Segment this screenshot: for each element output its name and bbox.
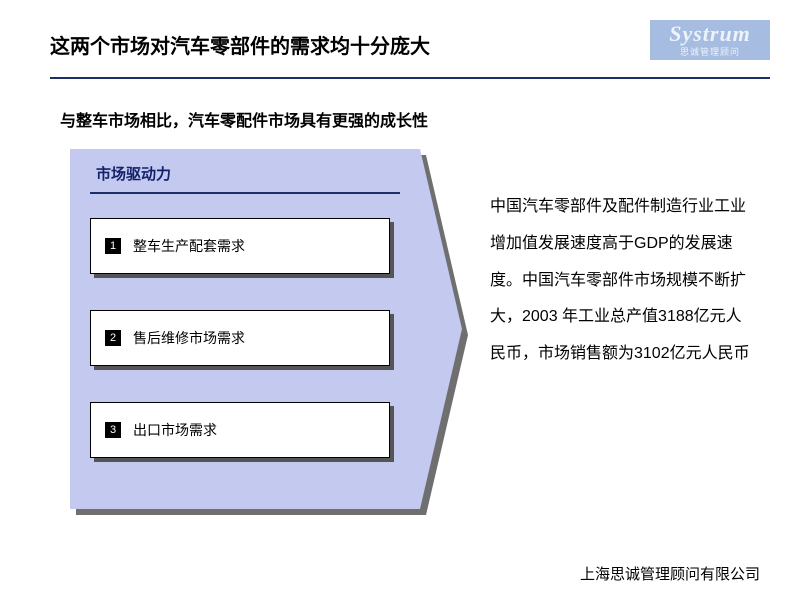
driver-number: 3 — [105, 422, 121, 438]
arrow-icon — [420, 149, 462, 509]
panel-body: 市场驱动力 1 整车生产配套需求 2 售后维修市场需求 3 — [70, 149, 420, 509]
driver-label: 售后维修市场需求 — [133, 328, 245, 348]
driver-box: 1 整车生产配套需求 — [90, 218, 390, 274]
logo-sub-text: 思诚管理顾问 — [680, 45, 740, 58]
footer-text: 上海思诚管理顾问有限公司 — [580, 563, 760, 584]
driver-box: 2 售后维修市场需求 — [90, 310, 390, 366]
panel-title: 市场驱动力 — [96, 163, 400, 184]
page-title: 这两个市场对汽车零部件的需求均十分庞大 — [50, 30, 750, 59]
driver-label: 出口市场需求 — [133, 420, 217, 440]
subtitle: 与整车市场相比，汽车零配件市场具有更强的成长性 — [60, 107, 800, 131]
driver-label: 整车生产配套需求 — [133, 236, 245, 256]
logo: Systrum 思诚管理顾问 — [650, 20, 770, 60]
driver-box: 3 出口市场需求 — [90, 402, 390, 458]
driver-number: 2 — [105, 330, 121, 346]
logo-main-text: Systrum — [669, 23, 751, 45]
header: 这两个市场对汽车零部件的需求均十分庞大 Systrum 思诚管理顾问 — [0, 0, 800, 69]
driver-item-1: 1 整车生产配套需求 — [90, 218, 390, 274]
driver-number: 1 — [105, 238, 121, 254]
panel-rule — [90, 192, 400, 194]
body-paragraph: 中国汽车零部件及配件制造行业工业增加值发展速度高于GDP的发展速度。中国汽车零部… — [490, 189, 750, 373]
drivers-panel: 市场驱动力 1 整车生产配套需求 2 售后维修市场需求 3 — [70, 149, 420, 509]
header-rule — [50, 77, 770, 79]
driver-item-3: 3 出口市场需求 — [90, 402, 390, 458]
driver-item-2: 2 售后维修市场需求 — [90, 310, 390, 366]
